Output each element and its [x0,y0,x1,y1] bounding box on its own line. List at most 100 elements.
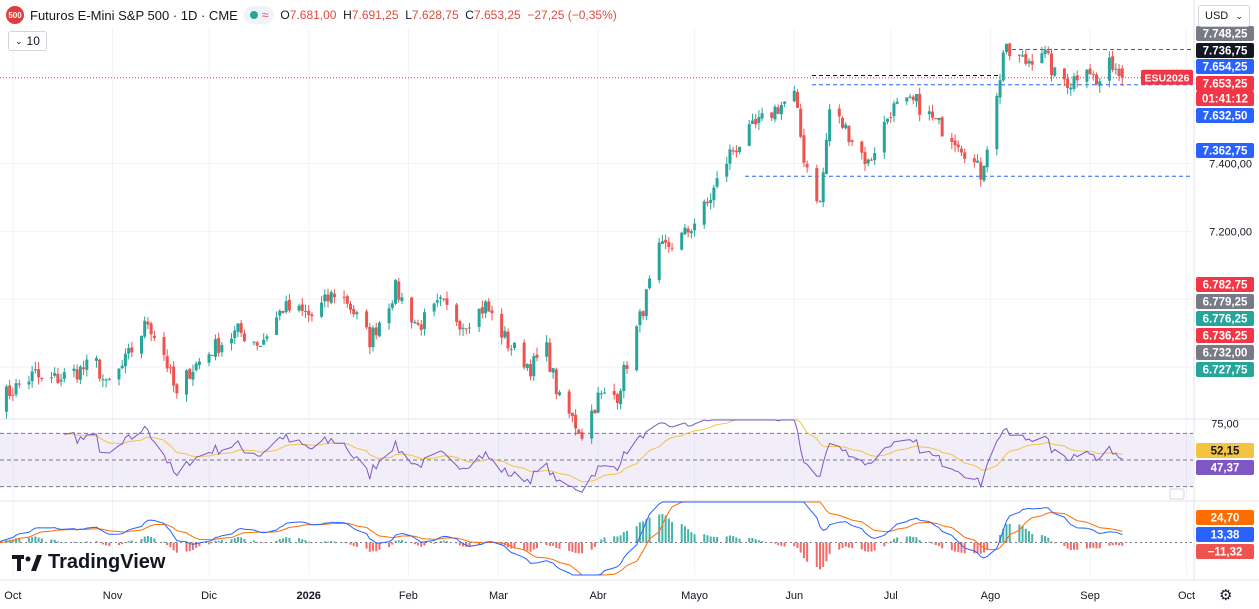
candle[interactable] [1030,61,1034,65]
candle[interactable] [458,320,462,330]
candle[interactable] [1024,54,1028,64]
candle[interactable] [551,368,555,373]
candle[interactable] [194,363,198,371]
candle[interactable] [464,328,468,330]
candle[interactable] [82,367,86,370]
candle[interactable] [869,159,873,161]
candle[interactable] [255,342,259,346]
candle[interactable] [599,393,603,395]
candle[interactable] [513,342,517,348]
candle[interactable] [660,241,664,244]
candle[interactable] [397,281,401,300]
candle[interactable] [1120,68,1124,78]
candle[interactable] [574,414,578,429]
candle[interactable] [548,342,552,372]
candle[interactable] [734,150,738,153]
candle[interactable] [117,368,121,380]
candle[interactable] [622,364,626,392]
candle[interactable] [387,308,391,324]
candle[interactable] [252,341,256,343]
candle[interactable] [191,371,195,380]
candle[interactable] [416,322,420,325]
candle[interactable] [233,330,237,339]
candle[interactable] [908,96,912,98]
candle[interactable] [162,337,166,355]
candle[interactable] [49,377,53,379]
candle[interactable] [644,289,648,317]
candle[interactable] [860,141,864,153]
candle[interactable] [866,159,870,164]
candle[interactable] [332,293,336,298]
candle[interactable] [757,116,761,124]
candle[interactable] [275,317,279,335]
candle[interactable] [950,137,954,142]
candle[interactable] [503,330,507,338]
gear-icon[interactable]: ⚙ [1219,587,1233,604]
candle[interactable] [27,381,31,385]
candle[interactable] [686,228,690,233]
candle[interactable] [693,223,697,231]
candle[interactable] [795,92,799,108]
candle[interactable] [1085,69,1089,82]
candle[interactable] [979,162,983,180]
candle[interactable] [30,371,34,382]
candle[interactable] [72,368,76,371]
candle[interactable] [467,327,471,329]
candle[interactable] [143,320,147,337]
candle[interactable] [976,160,980,163]
candle[interactable] [709,199,713,204]
candle[interactable] [638,311,642,326]
candle[interactable] [130,347,134,353]
candle[interactable] [4,386,8,412]
candle[interactable] [1072,76,1076,89]
candle[interactable] [567,391,571,414]
candle[interactable] [779,104,783,115]
candle[interactable] [432,303,436,312]
candle[interactable] [230,338,234,344]
candle[interactable] [1117,68,1121,76]
candle[interactable] [953,140,957,146]
candle[interactable] [168,367,172,369]
candle[interactable] [53,373,57,376]
candle[interactable] [914,94,918,102]
candle[interactable] [657,242,661,280]
candle[interactable] [792,90,796,102]
candle[interactable] [828,109,832,142]
candle[interactable] [750,120,754,124]
tradingview-logo[interactable]: TradingView [12,551,165,574]
candle[interactable] [1017,54,1021,56]
candle[interactable] [927,111,931,115]
candle[interactable] [297,305,301,311]
candle[interactable] [487,301,491,312]
candle[interactable] [773,106,777,120]
candle[interactable] [217,338,221,353]
candle[interactable] [258,345,262,348]
candle[interactable] [281,310,285,313]
candle[interactable] [435,300,439,303]
candle[interactable] [705,201,709,204]
candle[interactable] [670,247,674,249]
candle[interactable] [120,365,124,369]
candle[interactable] [323,294,327,302]
candle[interactable] [422,312,426,330]
candle[interactable] [959,148,963,153]
candle[interactable] [911,96,915,101]
candle[interactable] [104,379,108,381]
candle[interactable] [33,369,37,371]
candle[interactable] [863,152,867,165]
candle[interactable] [715,178,719,187]
candle[interactable] [1111,56,1115,70]
candle[interactable] [963,152,967,159]
candle[interactable] [413,321,417,324]
candle[interactable] [352,308,356,315]
candle[interactable] [345,296,349,304]
pane-collapse-button[interactable] [1169,488,1185,500]
candle[interactable] [532,356,536,377]
candle[interactable] [1021,55,1025,57]
candle[interactable] [558,392,562,396]
candle[interactable] [1008,43,1012,57]
candle[interactable] [123,353,127,367]
candle[interactable] [342,296,346,298]
candle[interactable] [648,278,652,289]
candle[interactable] [625,365,629,369]
